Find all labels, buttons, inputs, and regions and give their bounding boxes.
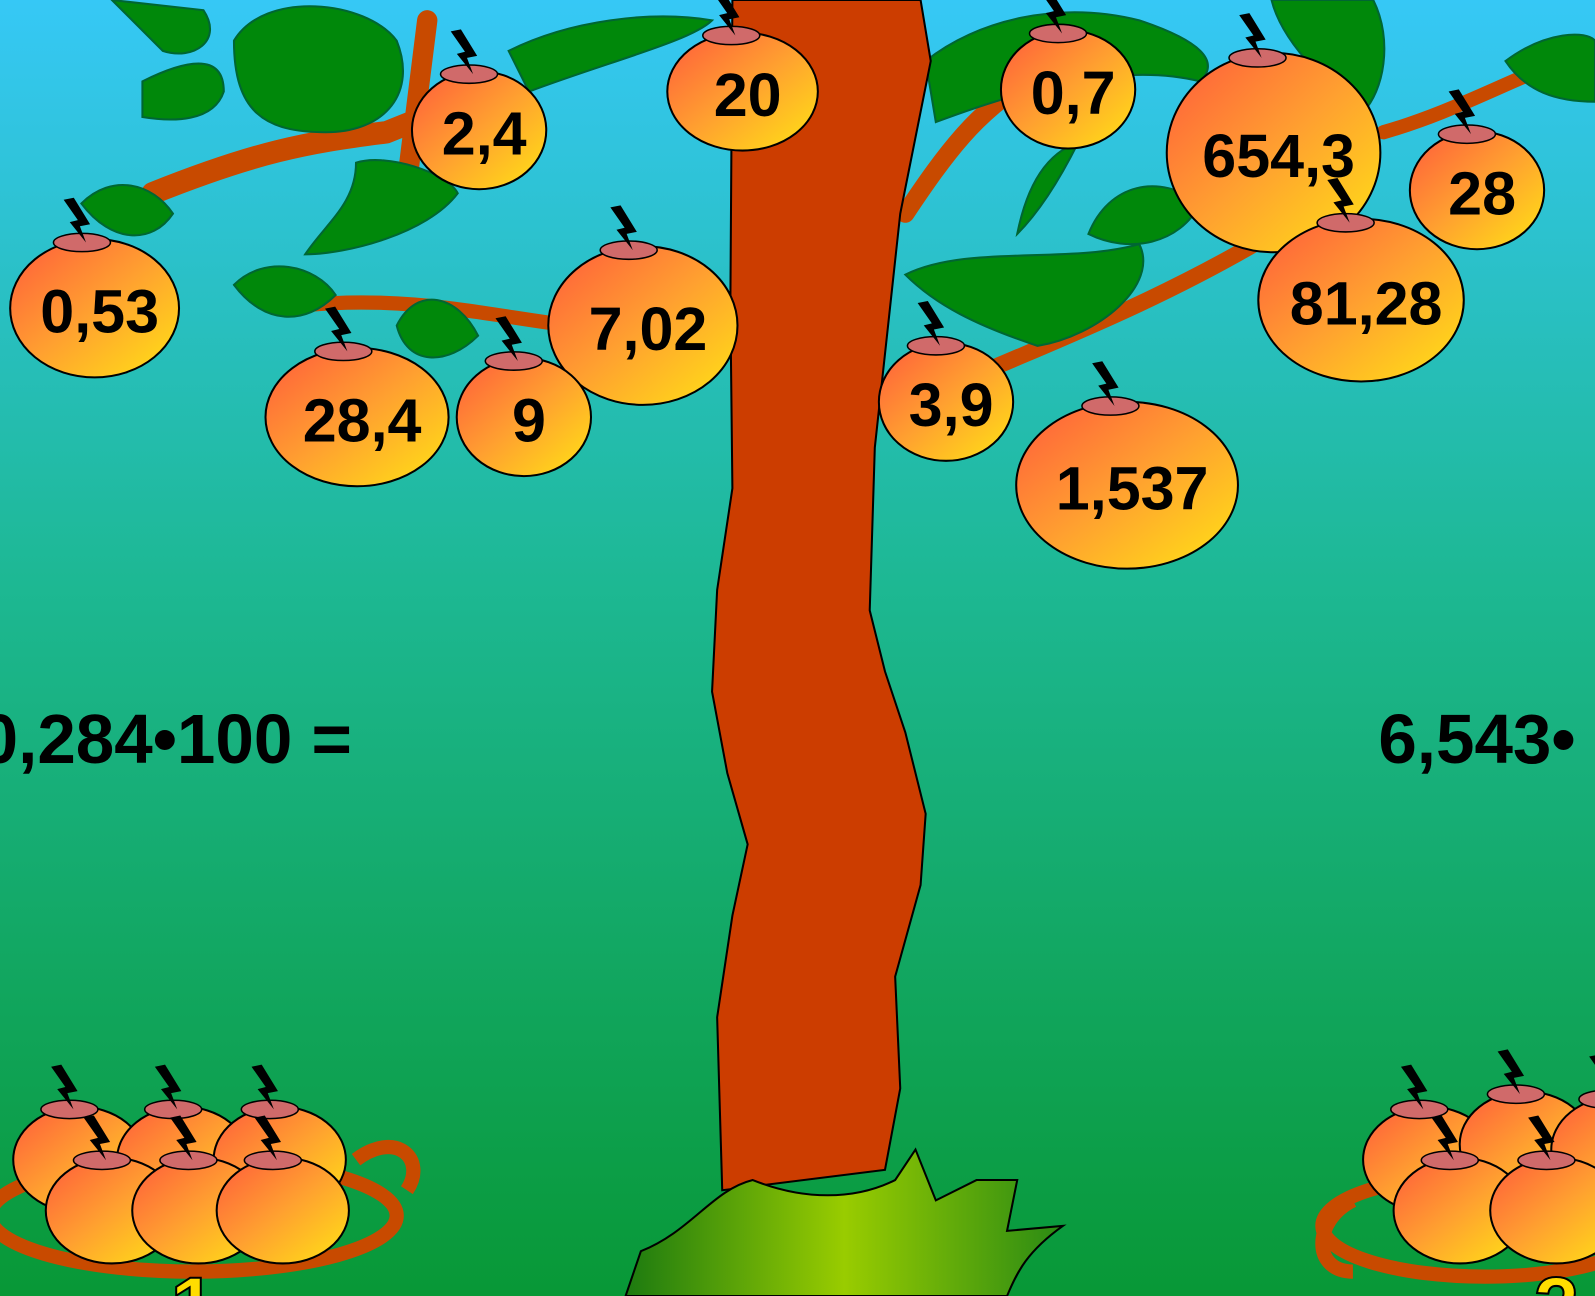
apple-label: 0,53 <box>40 277 159 345</box>
equation: 6,543• <box>1378 700 1575 778</box>
apple-body <box>217 1158 349 1264</box>
apple-label: 7,02 <box>589 295 708 363</box>
equation: 0,284•100 = <box>0 700 352 778</box>
apple-label: 2,4 <box>442 99 527 167</box>
apple-label: 81,28 <box>1290 269 1443 337</box>
apple-label: 28,4 <box>303 386 422 454</box>
apple-label: 20 <box>714 61 782 129</box>
basket-number: 1 <box>171 1261 216 1296</box>
apple-label: 9 <box>512 386 546 454</box>
basket-number: 2 <box>1534 1261 1579 1296</box>
game-scene: 2,4200,7654,32881,280,537,0228,493,91,53… <box>0 0 1595 1296</box>
page: {"apples": [ {"label": "2,4"}, {"label":… <box>0 0 1595 1296</box>
apple-label: 1,537 <box>1056 454 1209 522</box>
apple-label: 28 <box>1448 159 1516 227</box>
apple-label: 3,9 <box>909 371 994 439</box>
apple-label: 0,7 <box>1031 59 1116 127</box>
